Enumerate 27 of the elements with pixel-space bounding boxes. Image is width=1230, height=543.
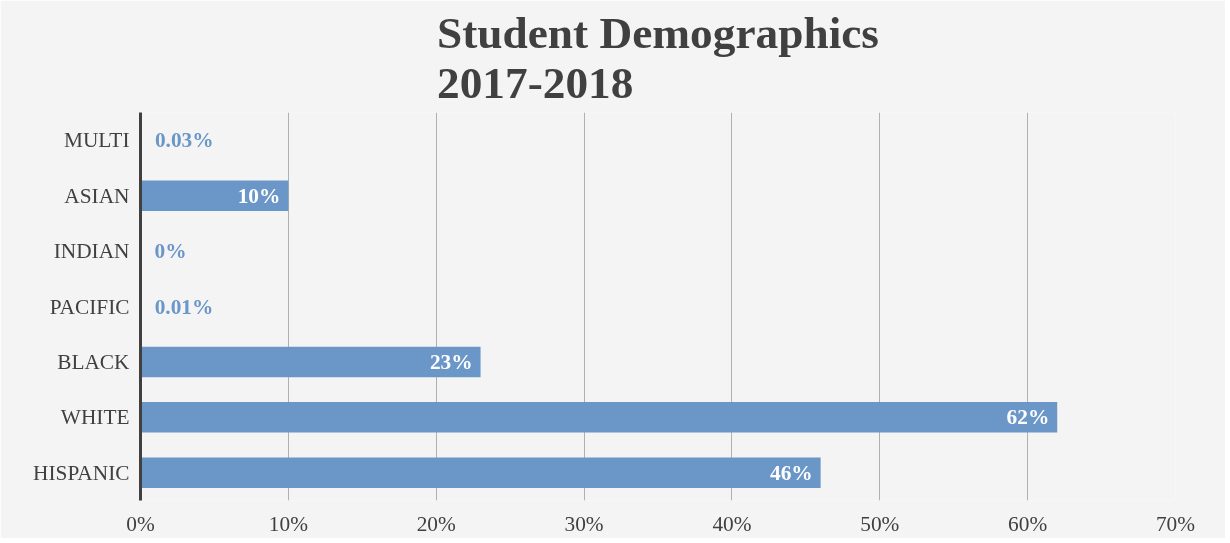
bar (140, 402, 1058, 433)
x-tick-label: 0% (126, 511, 155, 536)
y-tick-label: HISPANIC (33, 460, 130, 485)
data-label: 23% (429, 349, 473, 374)
y-tick-label: INDIAN (53, 239, 130, 264)
bar (140, 346, 481, 378)
chart-title: Student Demographics 2017-2018 (437, 7, 879, 108)
y-tick-label: PACIFIC (49, 294, 130, 319)
y-tick-label: BLACK (57, 349, 131, 374)
x-tick-label: 40% (712, 511, 752, 536)
data-label: 0.03% (154, 128, 214, 153)
x-tick-label: 30% (564, 511, 604, 536)
data-label: 46% (769, 460, 813, 485)
bar (140, 180, 289, 211)
data-label: 62% (1006, 405, 1050, 430)
y-tick-label: MULTI (63, 128, 130, 153)
bar (140, 457, 821, 489)
x-tick-label: 20% (416, 511, 456, 536)
x-tick-label: 70% (1155, 511, 1196, 536)
x-tick-label: 60% (1008, 511, 1048, 536)
data-label: 0% (154, 239, 187, 264)
y-tick-label: WHITE (60, 405, 130, 430)
x-tick-label: 50% (860, 511, 900, 536)
data-label: 10% (237, 183, 281, 208)
y-tick-label: ASIAN (64, 183, 130, 208)
data-label: 0.01% (154, 294, 214, 319)
x-tick-label: 10% (268, 511, 309, 536)
